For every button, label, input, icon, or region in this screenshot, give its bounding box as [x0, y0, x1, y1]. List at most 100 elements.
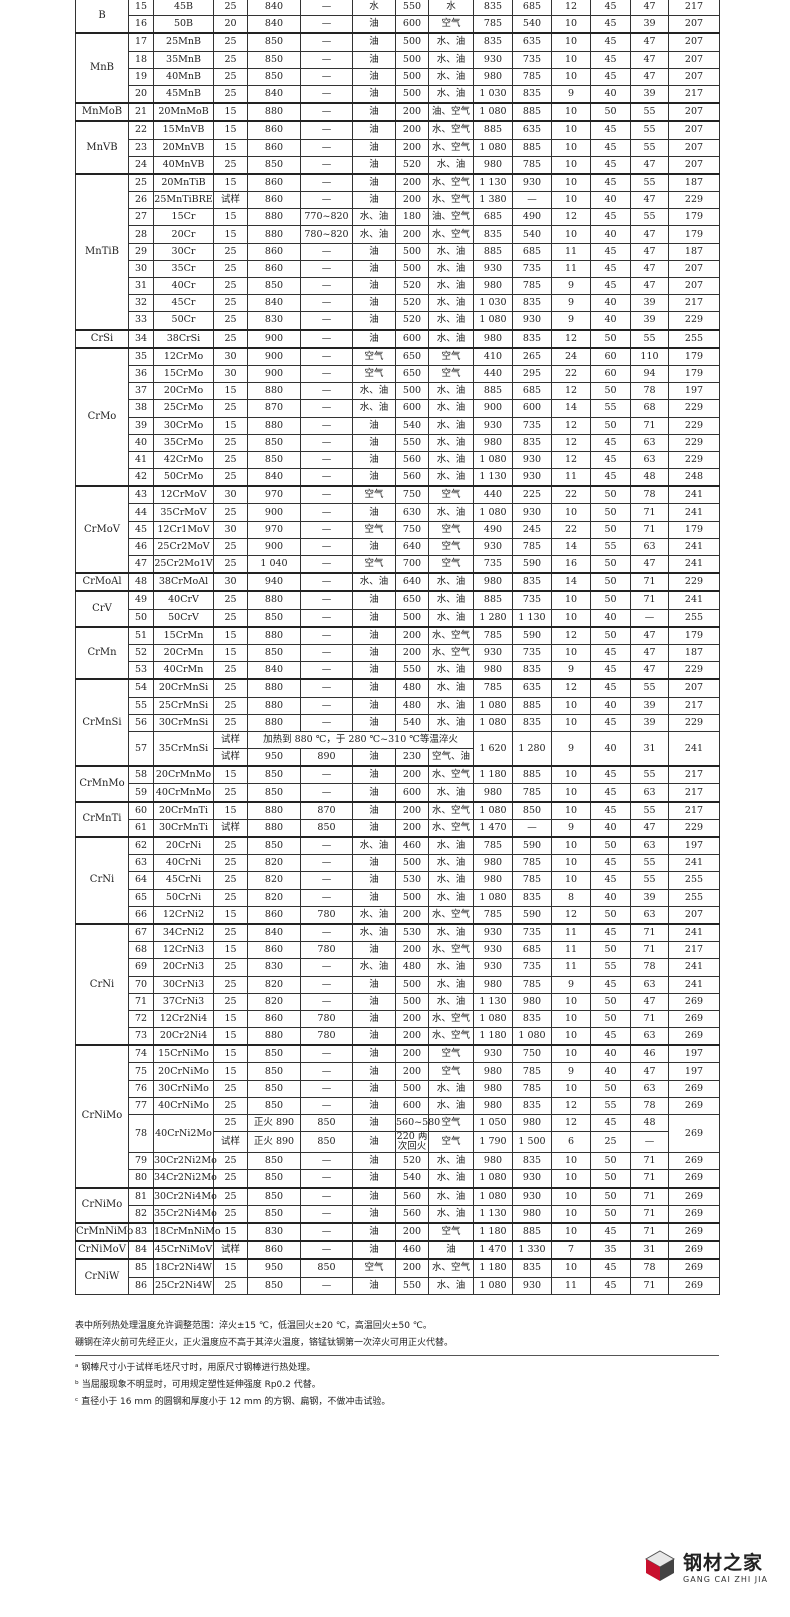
cell-rm: 1 790 — [473, 1131, 513, 1154]
table-row: MnB 17 25MnB 25 850— 油 500 水、油 835 635 10 45 47 207 — [75, 32, 720, 104]
cell-q2: — — [300, 67, 353, 86]
table-row: CrNi 67 34CrNi2 25 840— 水、油 530 水、油 930 735 11 45 71… — [75, 922, 720, 1046]
cell-tc: 水、油 — [428, 590, 474, 610]
cell-a: 9 — [551, 84, 591, 104]
cell-q1: 950 — [247, 1258, 301, 1278]
cell-note: 加热到 880 ℃，于 280 ℃~310 ℃等温淬火 — [247, 730, 474, 750]
cell-z: 50 — [590, 102, 631, 122]
table-row: 86 25Cr2Ni4W 25 850— 油 550 水、油 1 080 930 11 45 71 26… — [76, 1276, 720, 1295]
cell-t: 200 — [395, 1044, 429, 1064]
cell-t: 200 — [395, 1221, 429, 1242]
table-row: 75 20CrNiMo 15 850— 油 200 空气 980 785 9 40 47 197 — [76, 1062, 720, 1081]
cell-grade: 15CrMn — [153, 625, 214, 645]
cell-rel: 835 — [512, 433, 552, 452]
cell-rel: 835 — [512, 294, 552, 313]
cell-no: 61 — [128, 818, 154, 838]
cell-a: 10 — [551, 836, 591, 856]
cell-rm: 930 — [473, 643, 513, 663]
cell-hbw: 241 — [668, 485, 720, 505]
cell-q1: 850 — [247, 1186, 301, 1206]
cell-t: 550 — [395, 433, 429, 452]
cell-q2: — — [300, 992, 353, 1011]
cell-q1: 860 — [247, 905, 301, 925]
cell-q2: — — [300, 783, 353, 803]
cell-no: 27 — [128, 208, 154, 227]
cell-z: 50 — [590, 503, 631, 522]
cell-t: 200 — [395, 818, 429, 838]
cell-ku: 71 — [630, 416, 669, 435]
cell-a: 12 — [551, 328, 591, 349]
cell-tc: 水、油 — [428, 783, 474, 803]
cell-z: 50 — [590, 625, 631, 645]
table-row: 69 20CrNi3 25 830— 水、油 480 水、油 930 735 11 55 78 241 — [76, 958, 720, 977]
cell-a: 10 — [551, 1079, 591, 1098]
cell-q1: 900 — [247, 537, 301, 557]
cell-grade: 50CrMo — [153, 468, 214, 487]
cell-z: 50 — [590, 1079, 631, 1098]
cell-no: 50 — [128, 608, 154, 628]
table-notes: 表中所列热处理温度允许调整范围：淬火±15 ℃，低温回火±20 ℃，高温回火±5… — [75, 1318, 719, 1411]
cell-tc: 水、油 — [428, 328, 474, 349]
cell-q2: — — [300, 625, 353, 645]
cell-q2: — — [300, 1204, 353, 1224]
cell-a: 10 — [551, 50, 591, 69]
cell-qc: 油 — [352, 1276, 396, 1295]
cell-tc: 水、空气 — [428, 905, 474, 925]
cell-t: 480 — [395, 958, 429, 977]
cell-q2: — — [300, 1186, 353, 1206]
cell-grade: 20Cr — [153, 225, 214, 244]
cell-t: 530 — [395, 871, 429, 890]
cell-qc: 空气 — [352, 485, 396, 505]
cell-tc: 水、油 — [428, 294, 474, 313]
steel-group-cell: MnMoB — [75, 102, 129, 122]
cell-z: 50 — [590, 1204, 631, 1224]
cell-hbw: 217 — [668, 800, 720, 820]
cell-ku: 63 — [630, 1079, 669, 1098]
cell-size: 25 — [213, 555, 248, 574]
cell-size: 15 — [213, 138, 248, 157]
cell-grade: 40CrNi — [153, 854, 214, 873]
cell-qc: 油 — [352, 590, 396, 610]
cell-t: 220 两次回火 — [395, 1131, 429, 1154]
table-row: 33 50Cr 25 830— 油 520 水、油 1 080 930 9 40 39 229 — [76, 311, 720, 331]
cell-q1: 850 — [247, 1276, 301, 1295]
cell-z: 45 — [590, 678, 631, 698]
cell-rel: 685 — [512, 941, 552, 960]
cell-rel: 590 — [512, 905, 552, 925]
cell-z: 50 — [590, 1009, 631, 1029]
cell-size: 25 — [213, 1169, 248, 1189]
cell-rel: 245 — [512, 520, 552, 539]
cell-rm: 980 — [473, 783, 513, 803]
cell-hbw: 217 — [668, 941, 720, 960]
cell-no: 59 — [128, 783, 154, 803]
cell-qc: 油 — [352, 888, 396, 907]
cell-ku: 39 — [630, 294, 669, 313]
cell-hbw: 269 — [668, 1186, 720, 1206]
cell-qc: 油 — [352, 854, 396, 873]
cell-ku: 78 — [630, 382, 669, 401]
cell-q1: 880 — [247, 800, 301, 820]
steel-group-cell: CrMo — [75, 346, 129, 487]
cell-size: 25 — [213, 537, 248, 557]
cell-tc: 水、油 — [428, 399, 474, 418]
cell-qc: 油 — [352, 1113, 396, 1133]
cell-hbw: 207 — [668, 67, 720, 86]
cell-qc: 水、油 — [352, 836, 396, 856]
cell-rel: 930 — [512, 311, 552, 331]
cell-q2: — — [300, 191, 353, 210]
cell-a: 10 — [551, 713, 591, 732]
cell-ku: 55 — [630, 765, 669, 785]
cell-t: 560 — [395, 1204, 429, 1224]
cell-rel: 785 — [512, 1079, 552, 1098]
cell-z: 45 — [590, 433, 631, 452]
cell-rel: 1 500 — [512, 1131, 552, 1154]
cell-hbw: 241 — [668, 537, 720, 557]
cell-rel: 785 — [512, 871, 552, 890]
cell-q2: — — [300, 537, 353, 557]
cell-t: 520 — [395, 294, 429, 313]
cell-size: 15 — [213, 225, 248, 244]
cell-a: 12 — [551, 433, 591, 452]
cell-hbw: 207 — [668, 50, 720, 69]
cell-q2: — — [300, 696, 353, 715]
cell-rm: 1 080 — [473, 138, 513, 157]
